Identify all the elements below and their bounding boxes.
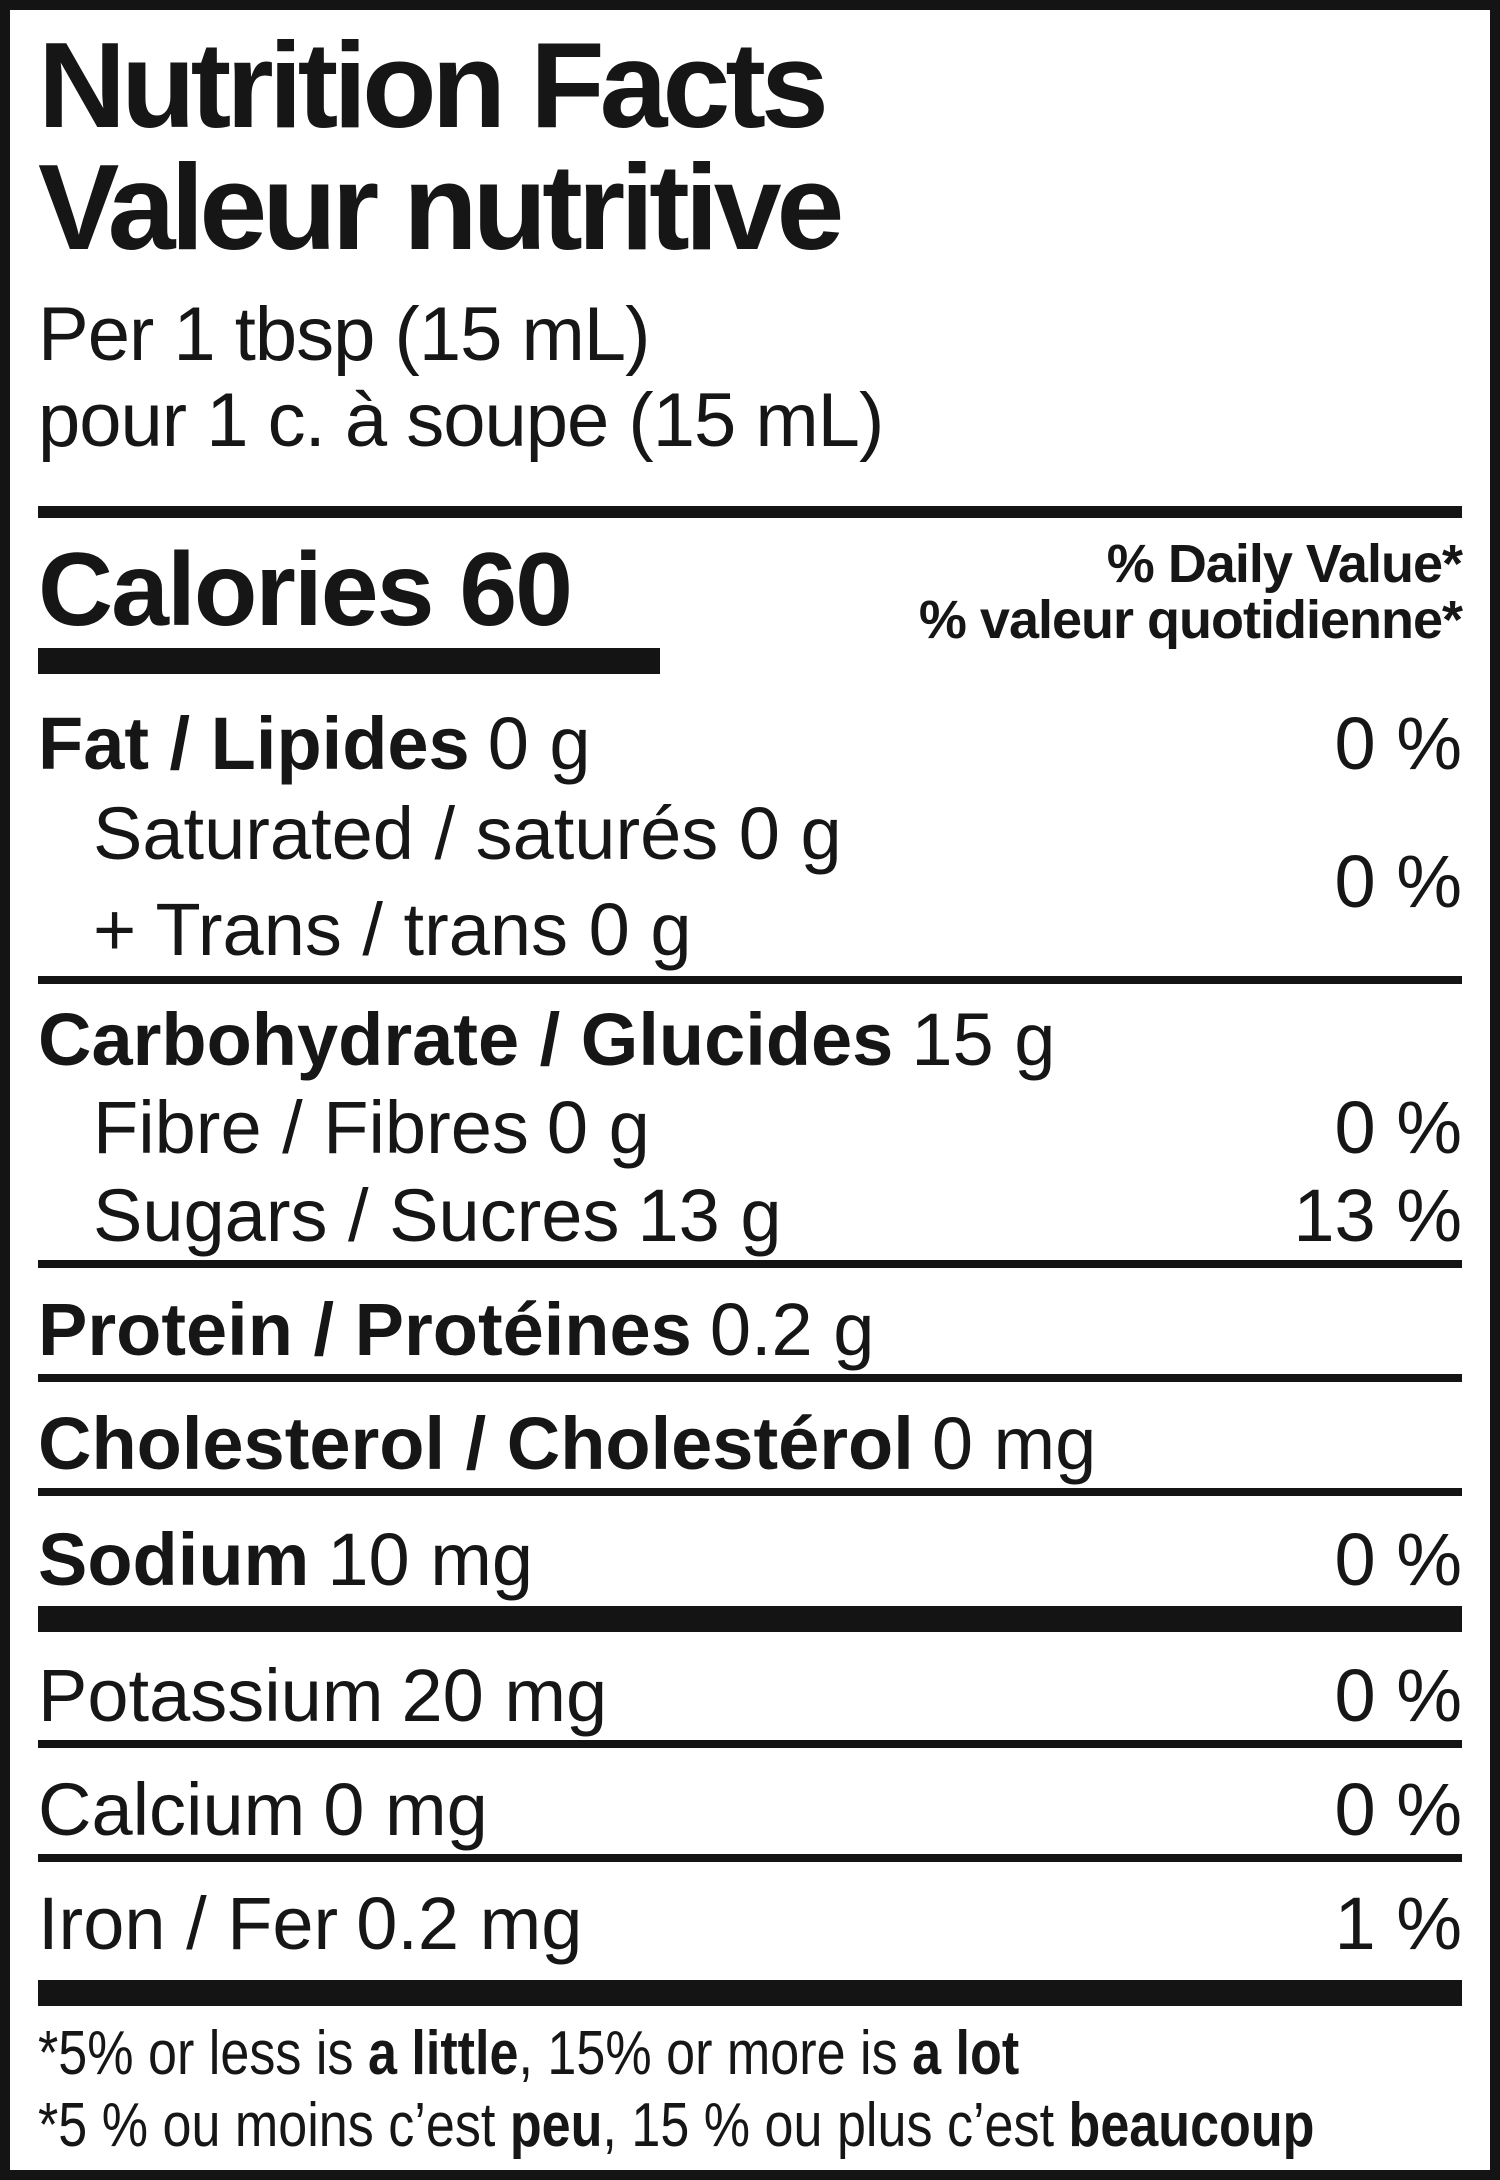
row-sodium: Sodium 10 mg 0 % (38, 1518, 1462, 1602)
row-iron: Iron / Fer 0.2 mg 1 % (38, 1882, 1462, 1966)
nutrient-carbohydrate: Carbohydrate / Glucides 15 g (38, 998, 1055, 1082)
calories-row: Calories 60 % Daily Value* % valeur quot… (38, 534, 1463, 650)
nutrient-name: Iron / Fer (38, 1882, 339, 1965)
row-fat: Fat / Lipides 0 g 0 % (38, 702, 1462, 786)
separator-rule (38, 1740, 1462, 1748)
row-cholesterol: Cholesterol / Cholestérol 0 mg (38, 1402, 1462, 1486)
footnote-en: *5% or less is a little, 15% or more is … (38, 2022, 1462, 2086)
footnote-bold-segment: a lot (912, 2019, 1020, 2088)
nutrient-name: Cholesterol / Cholestérol (38, 1402, 914, 1485)
nutrient-fibre: Fibre / Fibres 0 g (38, 1086, 650, 1170)
daily-value-header-en: % Daily Value* (1106, 534, 1463, 594)
nutrient-iron: Iron / Fer 0.2 mg (38, 1882, 582, 1966)
nutrient-sodium: Sodium 10 mg (38, 1518, 533, 1602)
separator-rule (38, 976, 1462, 984)
thick-separator-bar (38, 1606, 1462, 1632)
calories-label: Calories 60 (38, 536, 573, 644)
separator-rule-top (38, 506, 1462, 518)
nutrient-name: Protein / Protéines (38, 1288, 692, 1371)
nutrient-name: Potassium (38, 1654, 384, 1737)
footnote-en-text: *5% or less is a little, 15% or more is … (38, 2022, 1019, 2086)
nutrient-sugars: Sugars / Sucres 13 g (38, 1174, 782, 1258)
nutrient-name: Calcium (38, 1768, 306, 1851)
nutrient-name: Fibre / Fibres (93, 1086, 529, 1169)
nutrient-protein: Protein / Protéines 0.2 g (38, 1288, 874, 1372)
nutrient-amount: 0 mg (323, 1768, 488, 1851)
calories-underline-bar (38, 648, 660, 674)
footnote-bold-segment: beaucoup (1068, 2091, 1315, 2160)
daily-value: 0 % (1334, 1518, 1462, 1601)
footnote-fr-text: *5 % ou moins c’est peu, 15 % ou plus c’… (38, 2094, 1314, 2158)
nutrient-saturated-trans: Saturated / saturés 0 g + Trans / trans … (38, 794, 842, 970)
daily-value: 0 % (1334, 1768, 1462, 1851)
daily-value: 1 % (1334, 1882, 1462, 1965)
nutrient-calcium: Calcium 0 mg (38, 1768, 488, 1852)
footnote-fr: *5 % ou moins c’est peu, 15 % ou plus c’… (38, 2094, 1462, 2158)
nutrient-amount: 0 mg (931, 1402, 1097, 1485)
daily-value: 0 % (1334, 702, 1462, 785)
thick-separator-bar (38, 1980, 1462, 2006)
row-carbohydrate: Carbohydrate / Glucides 15 g (38, 998, 1462, 1082)
footnote-segment: *5% or less is (38, 2019, 368, 2088)
nutrient-amount: 10 mg (327, 1518, 533, 1601)
nutrient-cholesterol: Cholesterol / Cholestérol 0 mg (38, 1402, 1096, 1486)
saturated-line: Saturated / saturés 0 g (93, 792, 842, 875)
nutrient-potassium: Potassium 20 mg (38, 1654, 607, 1738)
nutrient-amount: 13 g (637, 1174, 782, 1257)
calories-word: Calories (38, 532, 434, 648)
nutrient-name: Sodium (38, 1518, 310, 1601)
nutrient-amount: 15 g (911, 998, 1056, 1081)
nutrient-amount: 0 g (546, 1086, 650, 1169)
calories-value: 60 (459, 532, 573, 648)
separator-rule (38, 1260, 1462, 1268)
row-fibre: Fibre / Fibres 0 g 0 % (38, 1086, 1462, 1170)
footnote-segment: *5 % ou moins c’est (38, 2091, 510, 2160)
nutrient-amount: 20 mg (401, 1654, 608, 1737)
separator-rule (38, 1374, 1462, 1382)
title-en: Nutrition Facts (38, 17, 829, 153)
footnote-bold-segment: peu (509, 2091, 603, 2160)
nutrient-amount: 0.2 g (709, 1288, 875, 1371)
daily-value-header: % Daily Value* % valeur quotidienne* (918, 534, 1463, 650)
footnote-bold-segment: a little (367, 2019, 519, 2088)
footnote-segment: , 15 % ou plus c’est (602, 2091, 1069, 2160)
nutrient-amount: 0.2 mg (356, 1882, 583, 1965)
nutrient-amount: 0 g (487, 702, 591, 785)
daily-value: 0 % (1334, 1654, 1462, 1737)
row-protein: Protein / Protéines 0.2 g (38, 1288, 1462, 1372)
nutrient-name: Fat / Lipides (38, 702, 470, 785)
nutrient-fat: Fat / Lipides 0 g (38, 702, 591, 786)
separator-rule (38, 1488, 1462, 1496)
daily-value-header-fr: % valeur quotidienne* (918, 590, 1463, 650)
nutrient-name: Carbohydrate / Glucides (38, 998, 894, 1081)
daily-value: 13 % (1293, 1174, 1462, 1257)
row-saturated-trans: Saturated / saturés 0 g + Trans / trans … (38, 794, 1462, 970)
separator-rule (38, 1854, 1462, 1862)
nutrient-name: Sugars / Sucres (93, 1174, 620, 1257)
row-sugars: Sugars / Sucres 13 g 13 % (38, 1174, 1462, 1258)
serving-size-fr: pour 1 c. à soupe (15 mL) (38, 378, 884, 463)
row-potassium: Potassium 20 mg 0 % (38, 1654, 1462, 1738)
daily-value: 0 % (1334, 840, 1462, 923)
row-calcium: Calcium 0 mg 0 % (38, 1768, 1462, 1852)
trans-line: + Trans / trans 0 g (93, 888, 692, 971)
footnote-segment: , 15% or more is (518, 2019, 913, 2088)
serving-size-en: Per 1 tbsp (15 mL) (38, 292, 650, 377)
title-fr: Valeur nutritive (38, 139, 844, 275)
daily-value: 0 % (1334, 1086, 1462, 1169)
